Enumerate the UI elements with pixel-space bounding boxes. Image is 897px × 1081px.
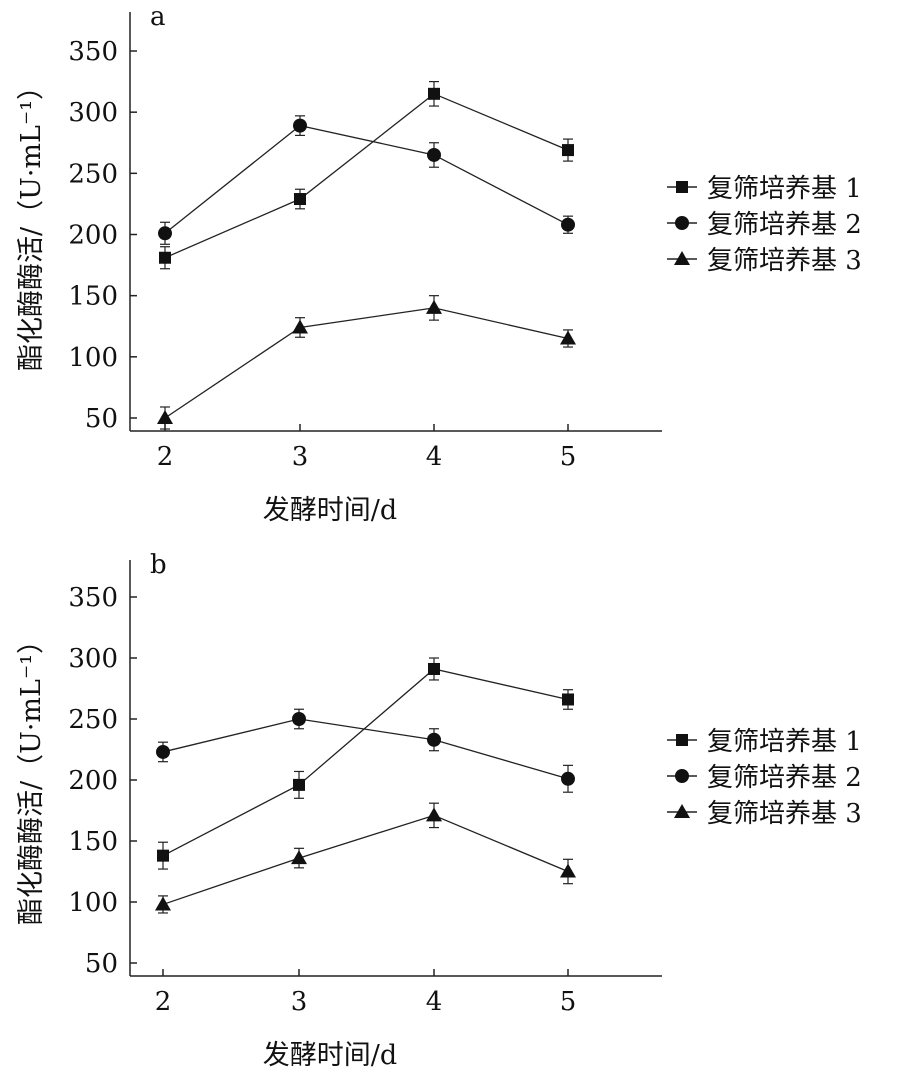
y-tick-label: 150	[68, 827, 118, 857]
x-tick-label: 5	[560, 987, 577, 1017]
chart-panel-b: 50 100 150 200 250 300 350 2 3 4 5 发酵时间/d 酯化酶酶活/（U·m…	[16, 550, 862, 1071]
data-point	[159, 251, 171, 264]
chart-panel-a: 50 100 150 200 250 300 350 2 3 4 5 发酵时间/d 酯化酶酶活/（U·m…	[16, 2, 862, 526]
legend-label: 复筛培养基 2	[707, 763, 862, 793]
legend: 复筛培养基 1 复筛培养基 2 复筛培养基 3	[667, 174, 862, 276]
data-point	[294, 193, 306, 206]
data-point	[560, 863, 576, 878]
data-point	[427, 147, 441, 162]
legend-marker	[674, 251, 690, 265]
x-axis-title: 发酵时间/d	[263, 495, 397, 526]
series-line	[162, 718, 569, 780]
series-2	[156, 708, 575, 793]
legend-marker	[675, 769, 689, 783]
legend-marker	[676, 181, 688, 193]
data-point	[292, 712, 306, 726]
data-point	[291, 850, 307, 865]
y-tick-label: 250	[68, 705, 118, 735]
y-tick-label: 200	[68, 221, 118, 251]
y-tick-label: 250	[68, 159, 118, 189]
legend-label: 复筛培养基 2	[707, 210, 862, 240]
legend-marker	[674, 804, 690, 818]
data-point	[158, 226, 172, 241]
legend-label: 复筛培养基 1	[707, 174, 862, 204]
legend-marker	[675, 216, 689, 230]
data-point	[157, 849, 169, 862]
x-tick-label: 2	[157, 442, 174, 472]
y-tick-label: 350	[68, 583, 118, 613]
data-point	[428, 662, 440, 675]
y-tick-label: 200	[68, 766, 118, 796]
series-line	[164, 93, 569, 259]
series-1	[159, 80, 574, 270]
y-tick-label: 150	[68, 282, 118, 312]
y-axis-title: 酯化酶酶活/（U·mL⁻¹）	[16, 627, 47, 925]
y-tick-label: 50	[85, 404, 118, 434]
legend-label: 复筛培养基 3	[707, 246, 862, 276]
data-point	[560, 330, 576, 345]
data-point	[562, 693, 574, 706]
legend-label: 复筛培养基 1	[707, 727, 862, 757]
x-tick-label: 3	[292, 442, 309, 472]
series-3	[155, 802, 576, 914]
data-point	[156, 744, 170, 759]
y-tick-label: 100	[68, 343, 118, 373]
x-axis-title: 发酵时间/d	[263, 1040, 397, 1071]
data-point	[426, 807, 442, 822]
data-point	[157, 410, 173, 424]
legend-marker	[676, 734, 688, 746]
data-point	[293, 118, 307, 133]
y-tick-label: 300	[68, 98, 118, 128]
series-3	[157, 295, 576, 430]
panel-label: a	[150, 2, 166, 32]
series-line	[162, 814, 569, 906]
y-tick-label: 300	[68, 644, 118, 674]
data-point	[428, 87, 440, 100]
x-tick-label: 4	[426, 987, 443, 1017]
series-1	[157, 657, 574, 870]
series-line	[162, 668, 569, 857]
panel-label: b	[150, 550, 167, 580]
x-tick-label: 5	[560, 442, 577, 472]
data-point	[561, 217, 575, 232]
x-tick-label: 2	[155, 987, 172, 1017]
legend: 复筛培养基 1 复筛培养基 2 复筛培养基 3	[667, 727, 862, 829]
y-tick-label: 100	[68, 888, 118, 918]
y-tick-label: 50	[85, 949, 118, 979]
series-line	[164, 307, 569, 419]
data-point	[561, 771, 575, 786]
x-tick-label: 3	[291, 987, 308, 1017]
series-2	[158, 115, 575, 245]
legend-label: 复筛培养基 3	[707, 799, 862, 829]
data-point	[427, 732, 441, 747]
x-tick-label: 4	[426, 442, 443, 472]
y-tick-label: 350	[68, 37, 118, 67]
series-line	[164, 124, 569, 234]
data-point	[293, 778, 305, 791]
data-point	[292, 319, 308, 334]
y-axis-title: 酯化酶酶活/（U·mL⁻¹）	[16, 73, 47, 371]
data-point	[155, 896, 171, 911]
data-point	[426, 299, 442, 314]
data-point	[562, 144, 574, 157]
